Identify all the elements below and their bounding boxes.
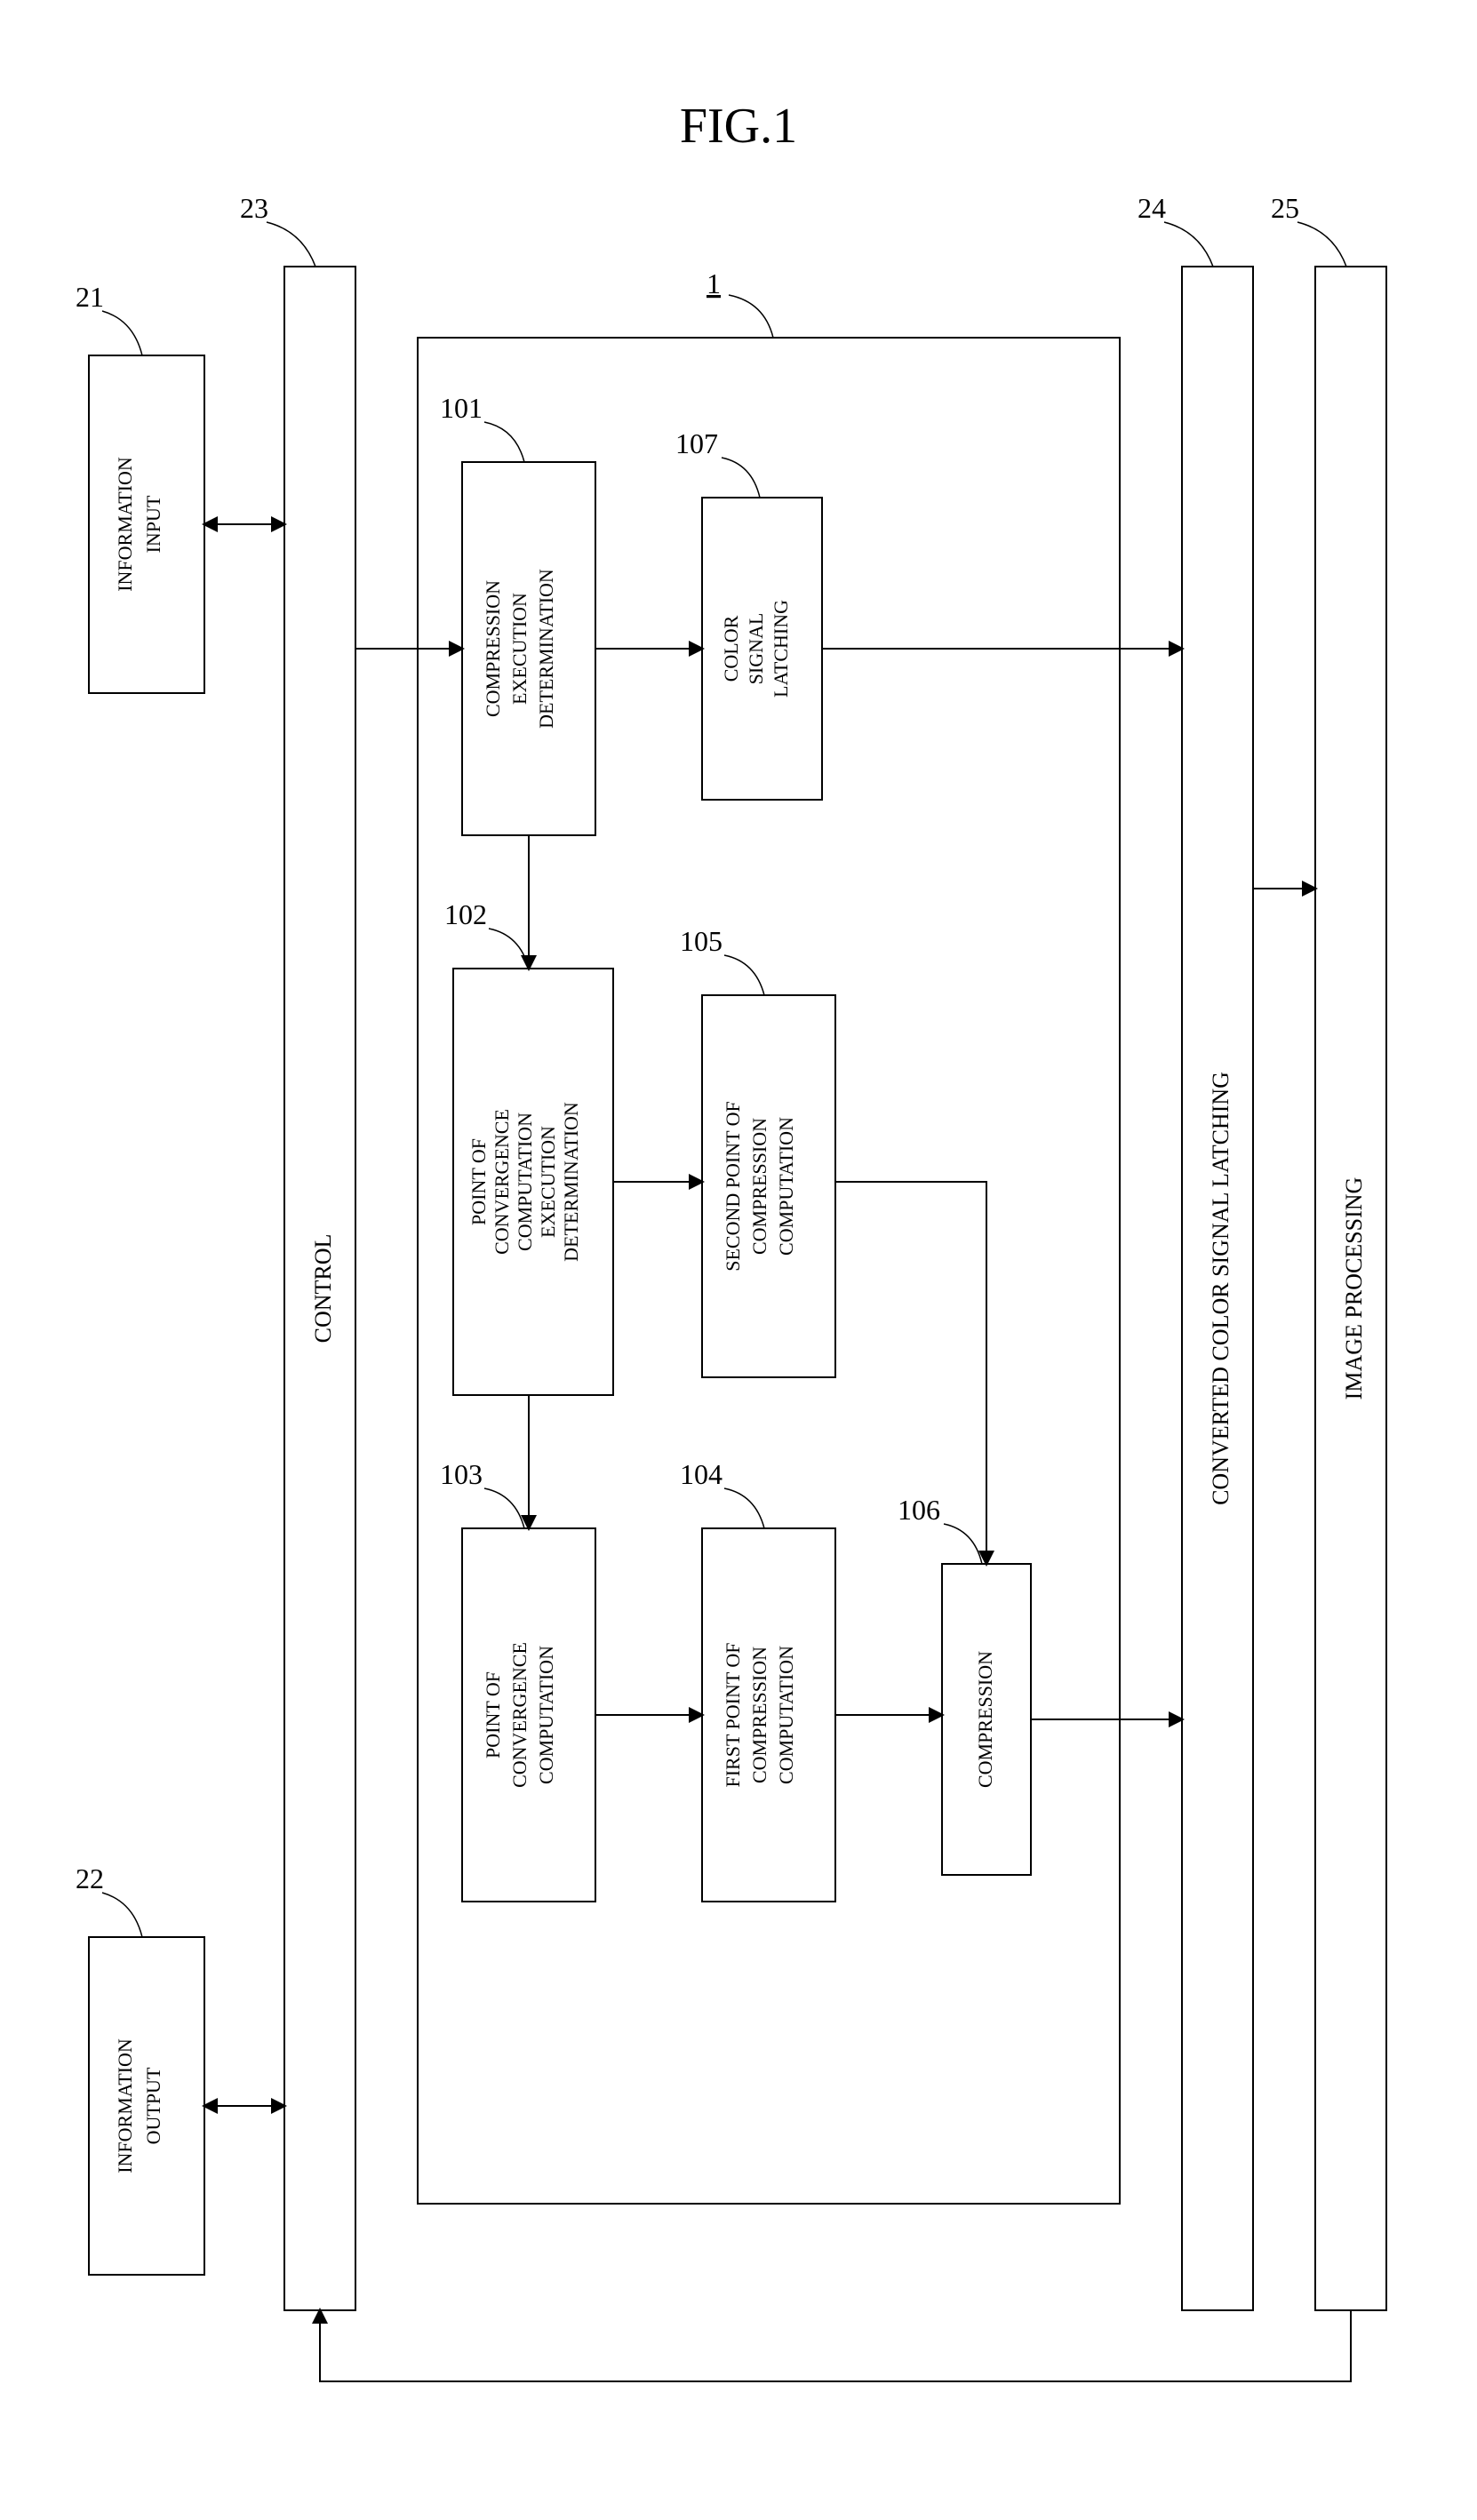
image-processing-block: IMAGE PROCESSING xyxy=(1315,267,1386,2310)
svg-text:DETERMINATION: DETERMINATION xyxy=(535,569,557,729)
b104-id: 104 xyxy=(680,1458,723,1490)
converted-label: CONVERTED COLOR SIGNAL LATCHING xyxy=(1208,1072,1233,1505)
info-input-id: 21 xyxy=(76,281,104,313)
b103: POINT OF CONVERGENCE COMPUTATION xyxy=(462,1528,595,1902)
b105: SECOND POINT OF COMPRESSION COMPUTATION xyxy=(702,995,835,1377)
b107: COLOR SIGNAL LATCHING xyxy=(702,498,822,800)
svg-text:COMPUTATION: COMPUTATION xyxy=(535,1646,557,1784)
svg-text:COMPRESSION: COMPRESSION xyxy=(974,1651,996,1788)
b102-id: 102 xyxy=(444,898,487,930)
svg-text:COMPRESSION: COMPRESSION xyxy=(748,1118,770,1255)
svg-text:CONVERGENCE: CONVERGENCE xyxy=(491,1109,513,1255)
b102: POINT OF CONVERGENCE COMPUTATION EXECUTI… xyxy=(453,969,613,1395)
control-id: 23 xyxy=(240,192,268,224)
b101: COMPRESSION EXECUTION DETERMINATION xyxy=(462,462,595,835)
converted-id: 24 xyxy=(1138,192,1166,224)
control-label: CONTROL xyxy=(310,1234,336,1344)
svg-text:COLOR: COLOR xyxy=(720,615,742,682)
info-output-line1: INFORMATION xyxy=(114,2038,136,2173)
b107-id: 107 xyxy=(675,427,718,459)
svg-text:COMPUTATION: COMPUTATION xyxy=(775,1646,797,1784)
info-output-line2: OUTPUT xyxy=(142,2067,164,2144)
svg-text:SECOND POINT OF: SECOND POINT OF xyxy=(722,1101,744,1272)
container-id: 1 xyxy=(707,267,721,299)
info-input-line1: INFORMATION xyxy=(114,457,136,592)
b106-id: 106 xyxy=(898,1494,940,1526)
b101-id: 101 xyxy=(440,392,483,424)
info-input-line2: INPUT xyxy=(142,495,164,553)
b103-id: 103 xyxy=(440,1458,483,1490)
info-input-block: INFORMATION INPUT xyxy=(89,355,204,693)
b105-id: 105 xyxy=(680,925,723,957)
svg-text:SIGNAL: SIGNAL xyxy=(745,613,767,685)
image-processing-label: IMAGE PROCESSING xyxy=(1341,1177,1367,1400)
b104: FIRST POINT OF COMPRESSION COMPUTATION xyxy=(702,1528,835,1902)
svg-text:COMPRESSION: COMPRESSION xyxy=(748,1647,770,1783)
converted-block: CONVERTED COLOR SIGNAL LATCHING xyxy=(1182,267,1253,2310)
svg-text:COMPUTATION: COMPUTATION xyxy=(775,1117,797,1256)
b106: COMPRESSION xyxy=(942,1564,1031,1875)
edge-25-23 xyxy=(320,2310,1351,2381)
svg-text:COMPUTATION: COMPUTATION xyxy=(514,1112,536,1251)
image-processing-id: 25 xyxy=(1271,192,1299,224)
figure-title: FIG.1 xyxy=(680,99,797,154)
svg-text:EXECUTION: EXECUTION xyxy=(508,593,531,705)
svg-text:FIRST POINT OF: FIRST POINT OF xyxy=(722,1642,744,1787)
svg-text:COMPRESSION: COMPRESSION xyxy=(482,580,504,717)
control-block: CONTROL xyxy=(284,267,355,2310)
svg-text:POINT OF: POINT OF xyxy=(467,1138,490,1225)
svg-text:EXECUTION: EXECUTION xyxy=(537,1126,559,1238)
svg-text:DETERMINATION: DETERMINATION xyxy=(560,1102,582,1262)
info-output-block: INFORMATION OUTPUT xyxy=(89,1937,204,2275)
info-output-id: 22 xyxy=(76,1862,104,1894)
svg-text:CONVERGENCE: CONVERGENCE xyxy=(508,1642,531,1788)
svg-text:POINT OF: POINT OF xyxy=(482,1671,504,1758)
svg-text:LATCHING: LATCHING xyxy=(770,600,792,698)
